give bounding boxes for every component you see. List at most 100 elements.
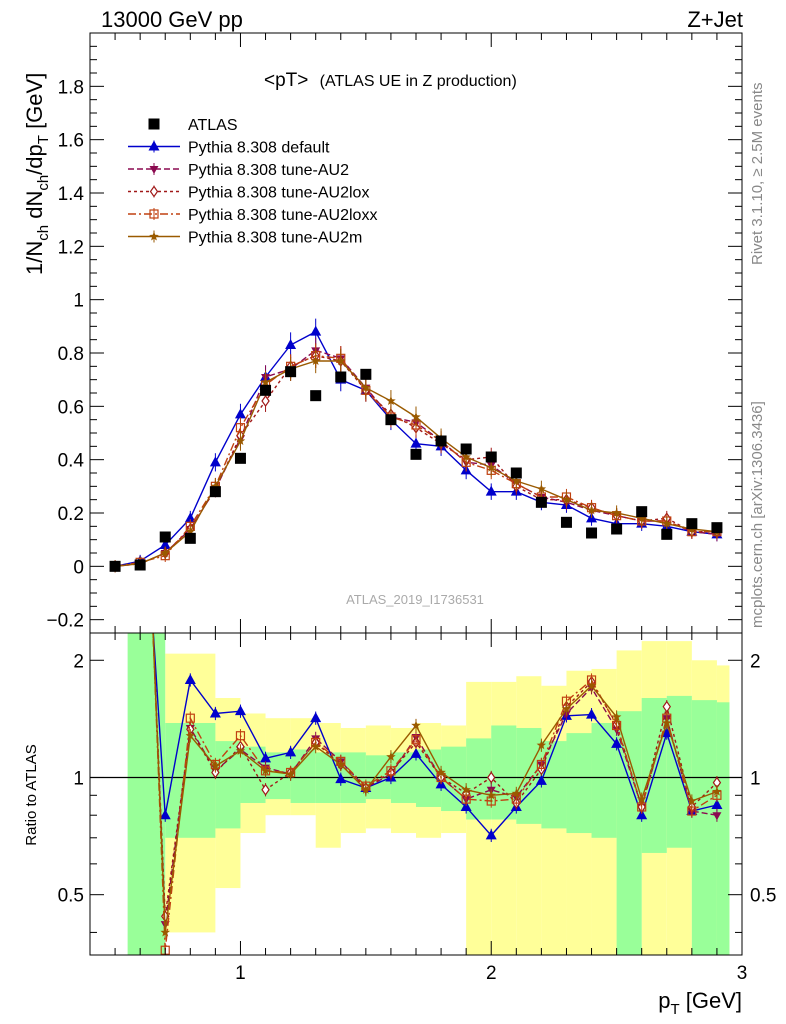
data-point-0 <box>109 560 121 572</box>
legend-marker-2 <box>149 166 159 174</box>
legend-label-4: Pythia 8.308 tune-AU2loxx <box>188 207 377 224</box>
series-4-point-17 <box>536 484 547 493</box>
ratio-line-0 <box>152 633 718 837</box>
ratio-0-point-15 <box>485 829 497 840</box>
data-point-21 <box>636 506 648 518</box>
ratio-4-point-24 <box>712 786 722 796</box>
ratio-3-point-12 <box>411 735 421 745</box>
legend-entry-1: Pythia 8.308 default <box>128 140 330 157</box>
process-label: Z+Jet <box>687 7 743 32</box>
band-green-21 <box>691 700 717 955</box>
y-tick-label-10: 1.8 <box>58 77 84 98</box>
ratio-0-point-24 <box>711 798 723 809</box>
ratio-0-point-8 <box>310 712 322 723</box>
ratio-tick-label-left-2: 2 <box>73 651 84 672</box>
ratio-3-point-5 <box>235 731 246 741</box>
ratio-2-point-15 <box>486 771 496 784</box>
band-green-12 <box>466 738 492 820</box>
series-4-point-4 <box>210 481 221 491</box>
ratio-4-point-13 <box>436 767 446 777</box>
series-0-point-12 <box>410 437 422 448</box>
ratio-4-point-19 <box>586 680 597 690</box>
ratio-tick-label-right-2: 2 <box>750 651 761 672</box>
series-4-point-21 <box>636 513 647 523</box>
series-4-point-15 <box>486 462 496 472</box>
rivet-label: Rivet 3.1.10, ≥ 2.5M events <box>749 83 766 266</box>
ratio-line-4 <box>152 633 718 933</box>
x-tick-label-0: 1 <box>235 963 246 984</box>
ratio-4-point-10 <box>361 784 371 794</box>
main-y-tick-labels: −0.2 0 0.2 0.4 0.6 0.8 1 1.2 1.4 1.6 1.8 <box>46 77 84 631</box>
y-tick-label-3: 0.4 <box>58 451 85 472</box>
y-tick-label-7: 1.2 <box>58 237 84 258</box>
ratio-4-point-23 <box>687 796 697 806</box>
ratio-axis-label: Ratio to ATLAS <box>23 744 40 845</box>
ratio-3-point-11 <box>386 766 396 776</box>
ratio-4-point-17 <box>536 740 547 750</box>
ratio-0-point-17 <box>535 774 547 785</box>
y-tick-label-4: 0.6 <box>58 397 84 418</box>
data-point-14 <box>460 443 472 455</box>
ratio-4-point-4 <box>210 761 221 771</box>
series-4-point-9 <box>336 356 346 365</box>
ratio-4-point-12 <box>411 720 421 730</box>
series-0-point-8 <box>310 325 322 336</box>
series-0-point-7 <box>285 339 297 349</box>
ratio-0-point-14 <box>460 800 472 811</box>
series-0-point-2 <box>159 539 171 549</box>
ratio-0-point-5 <box>234 705 246 716</box>
legend-label-5: Pythia 8.308 tune-AU2m <box>188 230 362 247</box>
legend-entry-3: Pythia 8.308 tune-AU2lox <box>128 185 369 202</box>
y-tick-label-0: −0.2 <box>46 611 84 632</box>
legend-entry-0: ATLAS <box>148 117 238 134</box>
legend-label-2: Pythia 8.308 tune-AU2 <box>188 162 349 179</box>
ratio-0-point-6 <box>260 752 272 763</box>
y-tick-label-1: 0 <box>73 557 84 578</box>
series-4-point-11 <box>386 396 396 405</box>
main-panel: −0.2 0 0.2 0.4 0.6 0.8 1 1.2 1.4 1.6 1.8 <box>46 32 743 634</box>
y-axis-label: 1/Nch dNch/dpT [GeV] <box>22 73 52 275</box>
ratio-tick-label-right-1: 1 <box>750 768 761 789</box>
series-4-point-19 <box>586 505 597 515</box>
data-point-19 <box>586 527 598 539</box>
plot-title-sub: (ATLAS UE in Z production) <box>320 73 517 90</box>
energy-label: 13000 GeV pp <box>101 7 243 32</box>
ratio-0-point-4 <box>209 707 221 718</box>
data-point-12 <box>410 448 422 460</box>
legend-entry-2: Pythia 8.308 tune-AU2 <box>128 162 349 179</box>
legend-entry-4: Pythia 8.308 tune-AU2loxx <box>128 207 377 224</box>
ratio-1-point-24 <box>712 812 722 821</box>
series-0-point-4 <box>209 456 221 467</box>
ratio-4-point-5 <box>235 745 246 755</box>
y-tick-label-9: 1.6 <box>58 131 84 152</box>
x-tick-labels: 1 2 3 <box>235 963 747 984</box>
data-point-17 <box>535 496 547 508</box>
y-tick-label-2: 0.2 <box>58 504 84 525</box>
ratio-panel: 0.5 0.5 1 1 2 2 <box>58 632 776 956</box>
ratio-4-point-7 <box>285 769 296 779</box>
ratio-0-point-22 <box>661 727 673 738</box>
series-0-point-15 <box>485 485 497 496</box>
data-point-2 <box>159 531 171 543</box>
ratio-tick-label-right-0: 0.5 <box>750 886 776 907</box>
data-point-7 <box>285 366 297 378</box>
ratio-4-point-20 <box>611 712 622 721</box>
series-0-point-5 <box>234 408 246 419</box>
ratio-4-point-16 <box>511 788 522 798</box>
legend-marker-1 <box>148 140 160 151</box>
ratio-0-point-20 <box>611 737 623 748</box>
ratio-tick-label-left-1: 1 <box>73 768 84 789</box>
series-4-point-16 <box>511 476 522 485</box>
ratio-0-point-3 <box>184 673 196 684</box>
legend-label-1: Pythia 8.308 default <box>188 140 330 157</box>
series-4-point-14 <box>461 452 471 461</box>
series-4-point-6 <box>260 377 271 387</box>
ratio-4-point-11 <box>386 751 396 761</box>
series-2-point-6 <box>261 394 270 408</box>
data-point-18 <box>560 516 572 528</box>
series-4-point-12 <box>411 412 421 421</box>
series-4-point-10 <box>361 382 371 392</box>
ratio-tick-label-left-0: 0.5 <box>58 886 84 907</box>
ratio-4-point-6 <box>260 765 271 775</box>
